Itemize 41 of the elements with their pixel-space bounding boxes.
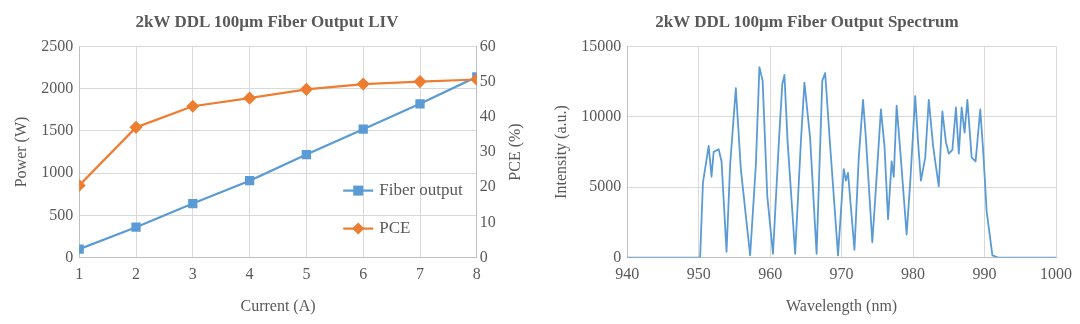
y2-tick-label: 60	[479, 36, 496, 54]
y-axis-title: Power (W)	[11, 116, 30, 188]
y-tick-label: 10000	[581, 107, 622, 124]
y2-tick-label: 10	[479, 212, 496, 230]
y2-tick-label: 0	[479, 247, 488, 265]
legend-label: PCE	[379, 218, 411, 238]
chart-title: 2kW DDL 100µm Fiber Output Spectrum	[655, 11, 959, 31]
y-tick-label: 1500	[41, 121, 74, 139]
y-tick-label: 1000	[41, 163, 74, 181]
y2-tick-label: 20	[479, 177, 496, 195]
x-tick-label: 8	[472, 265, 481, 283]
y2-tick-label: 30	[479, 142, 496, 160]
x-axis-title: Current (A)	[240, 296, 316, 315]
y-tick-label: 0	[613, 247, 622, 265]
x-tick-label: 990	[972, 265, 997, 283]
y-tick-label: 15000	[581, 36, 622, 54]
y2-tick-label: 50	[479, 71, 496, 89]
legend-label: Fiber output	[379, 180, 464, 200]
x-tick-label: 980	[901, 265, 926, 283]
x-tick-label: 6	[359, 265, 368, 283]
x-tick-label: 5	[302, 265, 311, 283]
x-tick-label: 960	[758, 265, 783, 283]
y2-axis-title: PCE (%)	[506, 123, 525, 181]
y-axis-title: Intensity (a.u.)	[551, 105, 570, 199]
x-tick-label: 2	[132, 265, 140, 283]
x-tick-label: 940	[615, 265, 640, 283]
x-tick-label: 3	[188, 265, 197, 283]
x-tick-label: 4	[245, 265, 254, 283]
y-tick-label: 5000	[589, 177, 622, 195]
y-tick-label: 2500	[41, 36, 74, 54]
x-tick-label: 1000	[1040, 265, 1072, 283]
x-axis-title: Wavelength (nm)	[786, 296, 898, 315]
y-tick-label: 0	[65, 247, 74, 265]
x-tick-label: 7	[416, 265, 424, 283]
x-tick-label: 950	[686, 265, 711, 283]
x-tick-label: 970	[829, 265, 854, 283]
x-tick-label: 1	[75, 265, 84, 283]
y-tick-label: 2000	[41, 78, 74, 96]
y2-tick-label: 40	[479, 107, 496, 124]
y-tick-label: 500	[49, 205, 74, 223]
chart-title: 2kW DDL 100µm Fiber Output LIV	[135, 11, 400, 31]
